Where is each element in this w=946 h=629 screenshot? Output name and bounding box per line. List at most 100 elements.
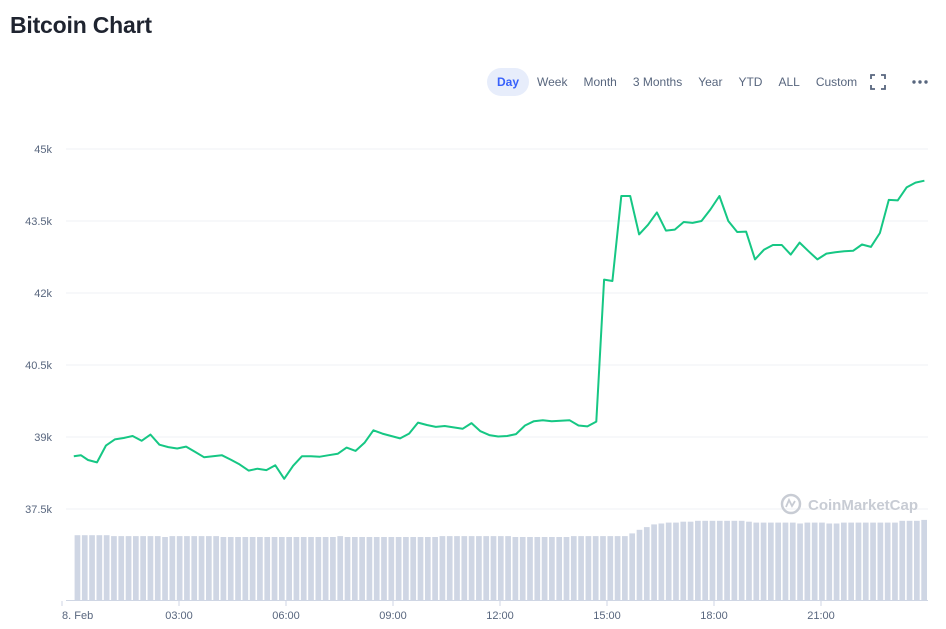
volume-bar (96, 535, 103, 600)
page-title: Bitcoin Chart (10, 12, 152, 38)
y-tick-label: 40.5k (25, 360, 52, 372)
volume-bar (826, 523, 833, 600)
volume-bar (359, 537, 365, 600)
volume-bar (111, 536, 117, 600)
more-dots-icon (912, 80, 928, 84)
volume-bar (643, 527, 650, 600)
volume-bar (235, 537, 241, 600)
volume-bar (782, 522, 789, 600)
volume-bar (804, 522, 811, 600)
volume-bar (622, 536, 628, 600)
volume-bar (344, 537, 351, 600)
volume-bar (162, 537, 168, 600)
volume-bar (213, 536, 219, 600)
volume-bar (651, 524, 657, 600)
volume-bar (578, 536, 584, 600)
volume-bar (220, 537, 227, 600)
volume-bar (176, 536, 183, 600)
volume-bar (147, 536, 154, 600)
volume-bar (103, 535, 110, 600)
volume-bar (373, 537, 380, 600)
volume-bar (855, 522, 862, 600)
range-custom-button[interactable]: Custom (815, 75, 858, 89)
volume-bar (388, 537, 395, 600)
volume-bar (768, 522, 774, 600)
volume-bar (607, 536, 614, 600)
range-ytd-button[interactable]: YTD (738, 75, 763, 89)
range-year-button[interactable]: Year (698, 75, 723, 89)
volume-bar (636, 529, 643, 600)
volume-bar (512, 537, 519, 600)
price-series-line (73, 179, 925, 480)
volume-bar (366, 537, 373, 600)
volume-bar (330, 537, 336, 600)
x-tick-label: 09:00 (379, 610, 407, 622)
volume-bar (154, 536, 161, 600)
range-month-button[interactable]: Month (583, 75, 617, 89)
volume-bar (468, 536, 475, 600)
volume-bar (789, 522, 796, 600)
x-tick-label: 21:00 (807, 610, 835, 622)
volume-bar (410, 537, 417, 600)
coinmarketcap-logo-icon (780, 493, 802, 515)
volume-bar (877, 522, 884, 600)
volume-bar (775, 522, 782, 600)
volume-bar (906, 520, 913, 600)
x-tick-label: 03:00 (165, 610, 193, 622)
volume-bar (424, 537, 431, 600)
volume-bar (417, 537, 424, 600)
volume-bar (892, 522, 898, 600)
range-3-months-button[interactable]: 3 Months (632, 75, 683, 89)
volume-bar (570, 536, 577, 600)
x-tick-label: 06:00 (272, 610, 300, 622)
y-tick-label: 37.5k (25, 504, 52, 516)
volume-bar (534, 537, 541, 600)
volume-bar (446, 536, 453, 600)
volume-bar (541, 537, 548, 600)
volume-bar (556, 537, 563, 600)
volume-bar (198, 536, 205, 600)
volume-bar (614, 536, 621, 600)
volume-bar (695, 520, 701, 600)
volume-bar (680, 521, 687, 600)
volume-bar (760, 522, 767, 600)
volume-bar (592, 536, 599, 600)
volume-bar (242, 537, 249, 600)
y-tick-label: 43.5k (25, 216, 52, 228)
more-options-button[interactable] (906, 68, 934, 96)
volume-bar (819, 522, 825, 600)
volume-bar (293, 537, 300, 600)
volume-bar (921, 519, 927, 600)
fullscreen-button[interactable] (864, 68, 892, 96)
volume-bar (439, 536, 446, 600)
volume-bar (746, 521, 752, 600)
volume-bar (483, 536, 490, 600)
time-range-toolbar: Day Week Month 3 Months Year YTD ALL Cus… (487, 68, 865, 96)
volume-bar (81, 535, 88, 600)
volume-bar (264, 537, 271, 600)
x-tick-label: 12:00 (486, 610, 514, 622)
volume-bar (884, 522, 891, 600)
volume-bar (731, 520, 738, 600)
volume-bar (227, 537, 234, 600)
volume-bar (403, 537, 409, 600)
volume-bar (658, 523, 665, 600)
x-tick-label: 18:00 (700, 610, 728, 622)
range-day-button[interactable]: Day (487, 68, 530, 96)
volume-bar (381, 537, 387, 600)
volume-bar (257, 537, 263, 600)
volume-bar (140, 536, 146, 600)
range-all-button[interactable]: ALL (778, 75, 800, 89)
coinmarketcap-watermark: CoinMarketCap (780, 493, 918, 515)
volume-bar (351, 537, 358, 600)
volume-bar (497, 536, 504, 600)
volume-bar (169, 536, 176, 600)
y-tick-label: 39k (34, 432, 52, 444)
watermark-text: CoinMarketCap (808, 497, 918, 514)
volume-bar (249, 537, 256, 600)
volume-bar (585, 536, 592, 600)
volume-bar (738, 520, 745, 600)
volume-bar (476, 536, 482, 600)
volume-bar (184, 536, 190, 600)
range-week-button[interactable]: Week (537, 75, 568, 89)
